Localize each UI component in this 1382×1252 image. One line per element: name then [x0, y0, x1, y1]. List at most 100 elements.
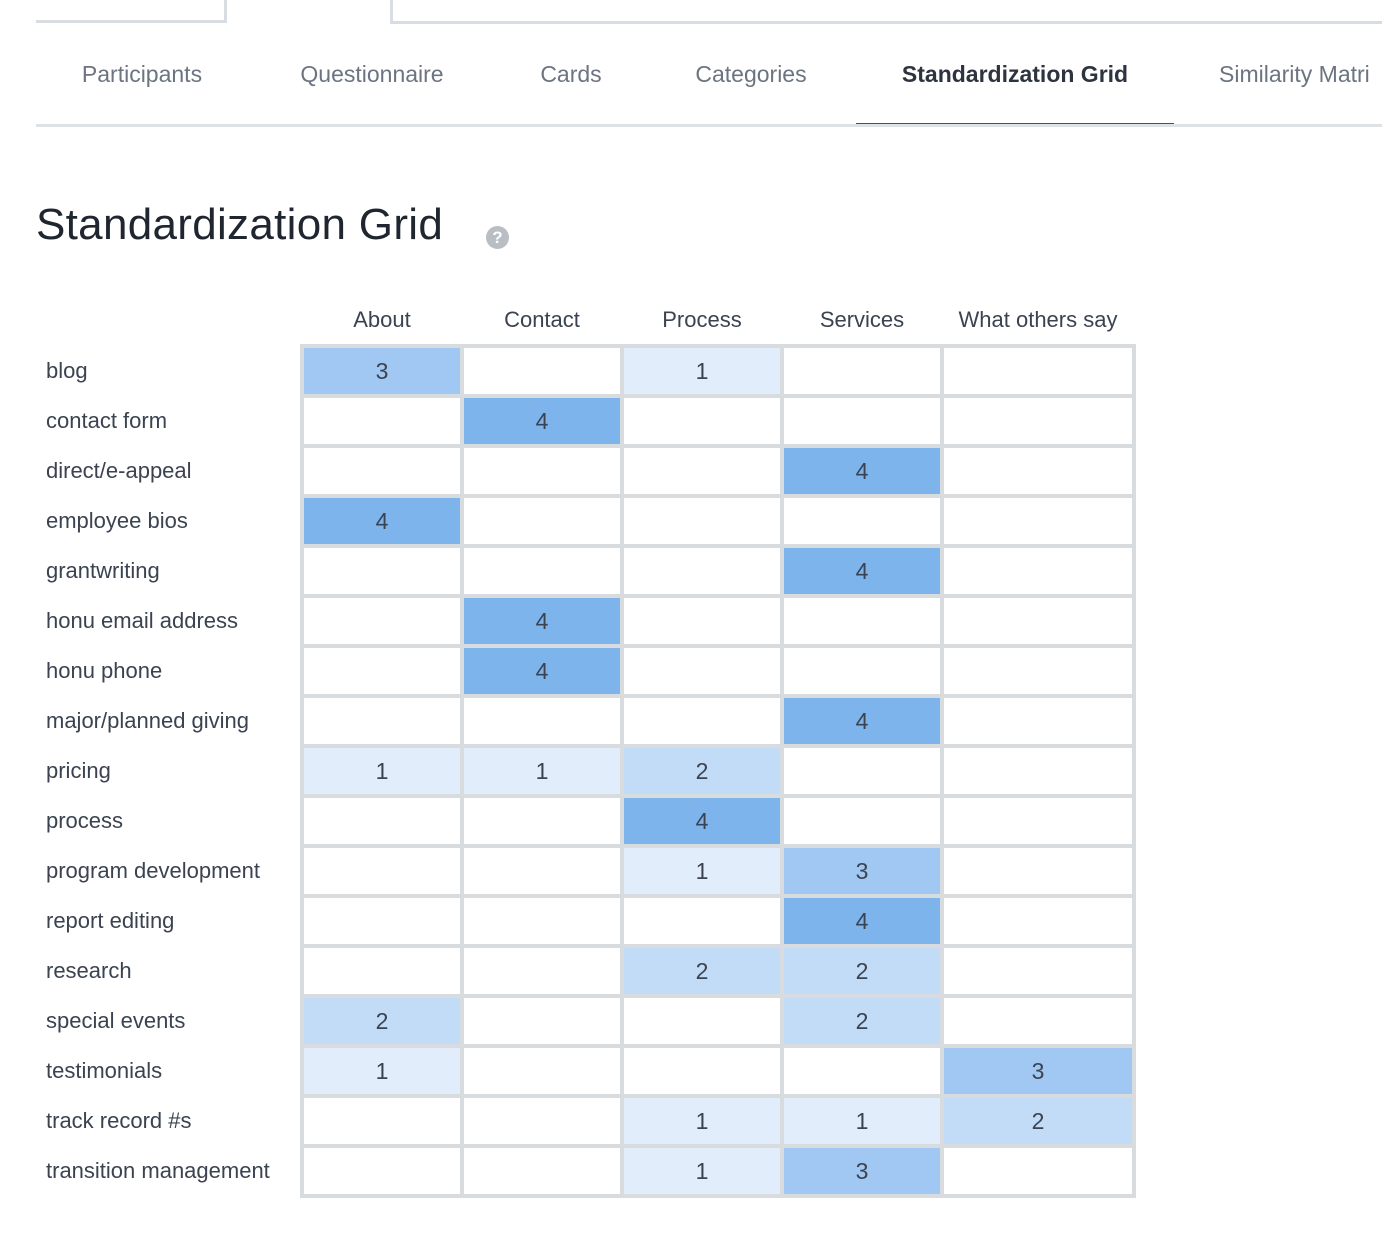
- grid-cell: 3: [944, 1048, 1132, 1094]
- grid-cell: 2: [784, 948, 940, 994]
- grid-cell: [624, 898, 780, 944]
- grid-cell: [944, 848, 1132, 894]
- grid-cell: [304, 448, 460, 494]
- grid-cell: [784, 1048, 940, 1094]
- grid-cell: [304, 1148, 460, 1194]
- row-label: blog: [46, 358, 88, 383]
- grid-cell: [304, 648, 460, 694]
- grid-cell: [944, 948, 1132, 994]
- grid-cell: [624, 548, 780, 594]
- page-title: Standardization Grid: [36, 200, 444, 249]
- column-header: What others say: [958, 307, 1118, 332]
- grid-cell: 2: [624, 948, 780, 994]
- grid-cell: 4: [464, 648, 620, 694]
- tab-bar: Participants Questionnaire Cards Categor…: [36, 40, 1382, 128]
- frame-line-right: [390, 21, 1382, 24]
- tab-cards[interactable]: Cards: [540, 61, 602, 87]
- grid-cell: [944, 798, 1132, 844]
- grid-cell: [784, 748, 940, 794]
- row-label: process: [46, 808, 124, 833]
- help-icon[interactable]: ?: [486, 226, 509, 249]
- grid-cell: [464, 948, 620, 994]
- grid-cell: [624, 598, 780, 644]
- grid-cell: 2: [784, 998, 940, 1044]
- grid-cell: [624, 998, 780, 1044]
- grid-cell: [944, 1148, 1132, 1194]
- grid-cell: 1: [624, 348, 780, 394]
- grid-cell: [784, 798, 940, 844]
- row-label: track record #s: [46, 1108, 192, 1133]
- row-label: program development: [46, 858, 261, 883]
- grid-cell: 4: [464, 598, 620, 644]
- grid-cell: [304, 798, 460, 844]
- grid-cell: 2: [944, 1098, 1132, 1144]
- grid-cell: 1: [624, 1148, 780, 1194]
- grid-cell: [304, 548, 460, 594]
- grid-cell: [304, 598, 460, 644]
- tab-similarity-matrix[interactable]: Similarity Matri: [1219, 61, 1370, 87]
- grid-cell: [944, 498, 1132, 544]
- row-label: contact form: [46, 408, 168, 433]
- grid-cell: [944, 548, 1132, 594]
- grid-cell: [944, 998, 1132, 1044]
- grid-cell: [944, 748, 1132, 794]
- row-label: research: [46, 958, 132, 983]
- tab-participants[interactable]: Participants: [81, 61, 203, 87]
- frame-line-left: [36, 20, 226, 23]
- grid-cell: [624, 498, 780, 544]
- grid-cell: [464, 1148, 620, 1194]
- grid-cell: [464, 848, 620, 894]
- tab-categories[interactable]: Categories: [695, 61, 807, 87]
- grid-cell: [784, 598, 940, 644]
- grid-cell: [784, 648, 940, 694]
- tab-standardization-grid[interactable]: Standardization Grid: [856, 40, 1174, 127]
- grid-cell: [304, 948, 460, 994]
- grid-cell: [944, 648, 1132, 694]
- grid-cell: [304, 1098, 460, 1144]
- grid-cell: [304, 698, 460, 744]
- grid-cell: 1: [304, 1048, 460, 1094]
- row-label: direct/e-appeal: [46, 458, 192, 483]
- tab-baseline: [36, 124, 1382, 127]
- row-label: report editing: [46, 908, 175, 933]
- grid-cell: [464, 698, 620, 744]
- row-label: employee bios: [46, 508, 188, 533]
- row-label: testimonials: [46, 1058, 163, 1083]
- grid-cell: [304, 398, 460, 444]
- column-header: Services: [819, 307, 905, 332]
- grid-cell: 2: [304, 998, 460, 1044]
- row-label: grantwriting: [46, 558, 160, 583]
- grid-cell: [464, 1048, 620, 1094]
- row-label: special events: [46, 1008, 186, 1033]
- grid-cell: [624, 648, 780, 694]
- grid-cell: 4: [784, 448, 940, 494]
- grid-cell: [784, 398, 940, 444]
- grid-cell: [944, 898, 1132, 944]
- column-header: Contact: [504, 307, 580, 332]
- grid-cell: 4: [784, 898, 940, 944]
- grid-cell: [464, 448, 620, 494]
- grid-cell: [944, 398, 1132, 444]
- grid-cell: 2: [624, 748, 780, 794]
- grid-cell: 3: [304, 348, 460, 394]
- frame-bracket-right: [390, 0, 393, 24]
- tab-questionnaire[interactable]: Questionnaire: [300, 61, 444, 87]
- grid-cell: 3: [784, 848, 940, 894]
- grid-cell: [464, 1098, 620, 1144]
- grid-cell: [624, 448, 780, 494]
- grid-cell: 4: [464, 398, 620, 444]
- row-label: transition management: [46, 1158, 270, 1183]
- row-label: honu phone: [46, 658, 163, 683]
- grid-cell: [944, 698, 1132, 744]
- grid-cell: 4: [784, 548, 940, 594]
- grid-cell: 4: [784, 698, 940, 744]
- grid-cell: [464, 498, 620, 544]
- grid-cell: 1: [464, 748, 620, 794]
- row-label: honu email address: [46, 608, 239, 633]
- grid-cell: [784, 498, 940, 544]
- grid-cell: 4: [624, 798, 780, 844]
- grid-cell: [624, 398, 780, 444]
- grid-cell: [464, 548, 620, 594]
- grid-cell: 1: [304, 748, 460, 794]
- grid-cell: [944, 448, 1132, 494]
